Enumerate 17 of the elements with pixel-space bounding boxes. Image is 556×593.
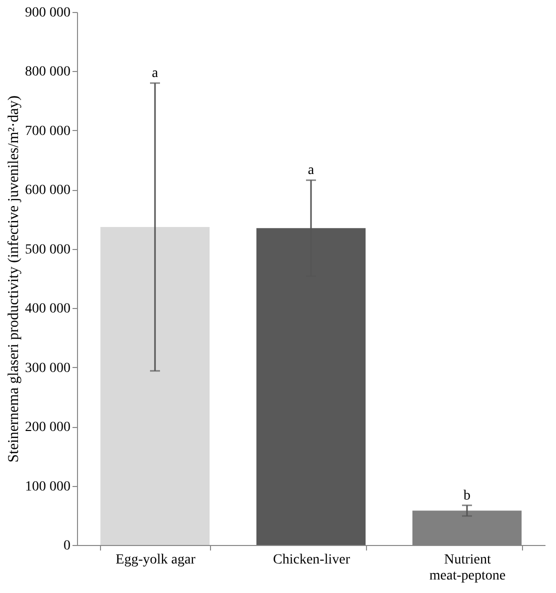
y-tick-label: 200 000 <box>25 420 70 436</box>
y-tick-label: 0 <box>64 538 70 554</box>
x-tick-label: Chicken-liver <box>273 552 350 568</box>
annotation: a <box>308 163 315 178</box>
x-tick-label: Egg-yolk agar <box>116 552 196 568</box>
y-tick-label: 400 000 <box>25 302 70 317</box>
x-tick-label: Nutrient meat-peptone <box>429 552 506 584</box>
y-tick-label: 100 000 <box>25 479 70 494</box>
annotation: b <box>464 488 470 504</box>
y-tick-label: 500 000 <box>25 242 70 258</box>
y-tick-label: 300 000 <box>25 360 70 376</box>
y-axis-title: Steinernema glaseri productivity (infective juveniles/m²·day) <box>6 96 22 462</box>
y-tick-label: 800 000 <box>25 64 70 80</box>
annotation: a <box>152 66 159 82</box>
y-tick-label: 700 000 <box>25 124 70 139</box>
y-tick-label: 900 000 <box>25 6 70 20</box>
y-tick-label: 600 000 <box>25 183 70 198</box>
